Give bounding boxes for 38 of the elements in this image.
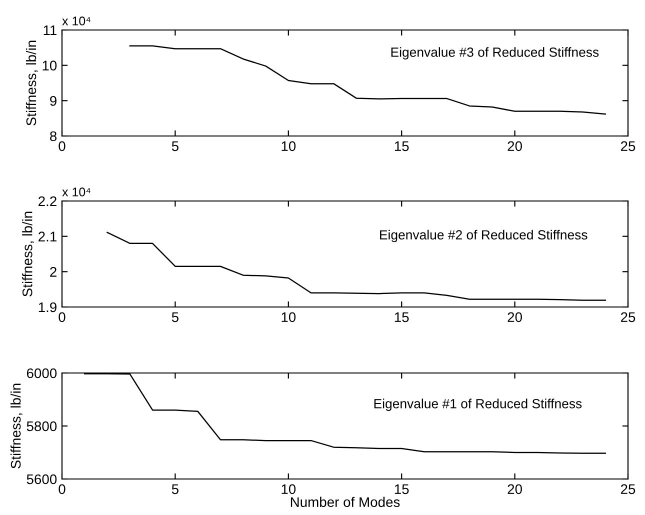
x-tick-label: 10 (282, 141, 296, 152)
annotation: Eigenvalue #3 of Reduced Stiffness (391, 47, 599, 60)
x-tick-label: 25 (620, 312, 636, 322)
x-tick-label: 15 (394, 141, 409, 152)
y-tick-label: 2.2 (38, 196, 56, 206)
y-tick-label: 6000 (26, 368, 57, 378)
y-tick-label: 9 (50, 96, 56, 106)
annotation: Eigenvalue #1 of Reduced Stiffness (374, 398, 582, 411)
x-tick-label: 5 (172, 484, 178, 494)
y-tick-label: 5600 (26, 474, 57, 484)
x-tick-label: 20 (508, 141, 522, 152)
y-tick-label: 2.1 (38, 232, 56, 242)
x-tick-label: 0 (58, 484, 66, 494)
x-axis-title: Number of Modes (290, 496, 400, 508)
y-axis-title: Stiffness, lb/in (10, 384, 22, 468)
x-tick-label: 20 (508, 312, 522, 322)
x-tick-label: 0 (58, 312, 66, 322)
x-tick-label: 20 (508, 484, 522, 494)
x-tick-label: 10 (282, 312, 296, 322)
y-tick-label: 11 (44, 25, 56, 36)
y-tick-label: 8 (50, 131, 57, 142)
text: x 10⁴ (62, 188, 90, 196)
annotation: Eigenvalue #2 of Reduced Stiffness (380, 230, 588, 242)
y-axis-title: Stiffness, lb/in (26, 40, 38, 126)
y-tick-label: 1.9 (38, 302, 56, 312)
x-tick-label: 5 (172, 312, 178, 322)
y-axis-title: Stiffness, lb/in (22, 212, 34, 296)
x-tick-label: 5 (172, 141, 178, 152)
x-tick-label: 15 (394, 484, 409, 494)
y-tick-label: 5800 (26, 421, 57, 432)
y-tick-label: 10 (42, 60, 57, 71)
x-tick-label: 15 (394, 312, 409, 322)
x-tick-label: 10 (282, 484, 296, 494)
y-tick-label: 2 (50, 267, 56, 277)
x-tick-label: 0 (58, 141, 66, 152)
x-tick-label: 25 (620, 141, 636, 152)
text: x 10⁴ (62, 16, 90, 26)
x-tick-label: 25 (620, 484, 636, 494)
